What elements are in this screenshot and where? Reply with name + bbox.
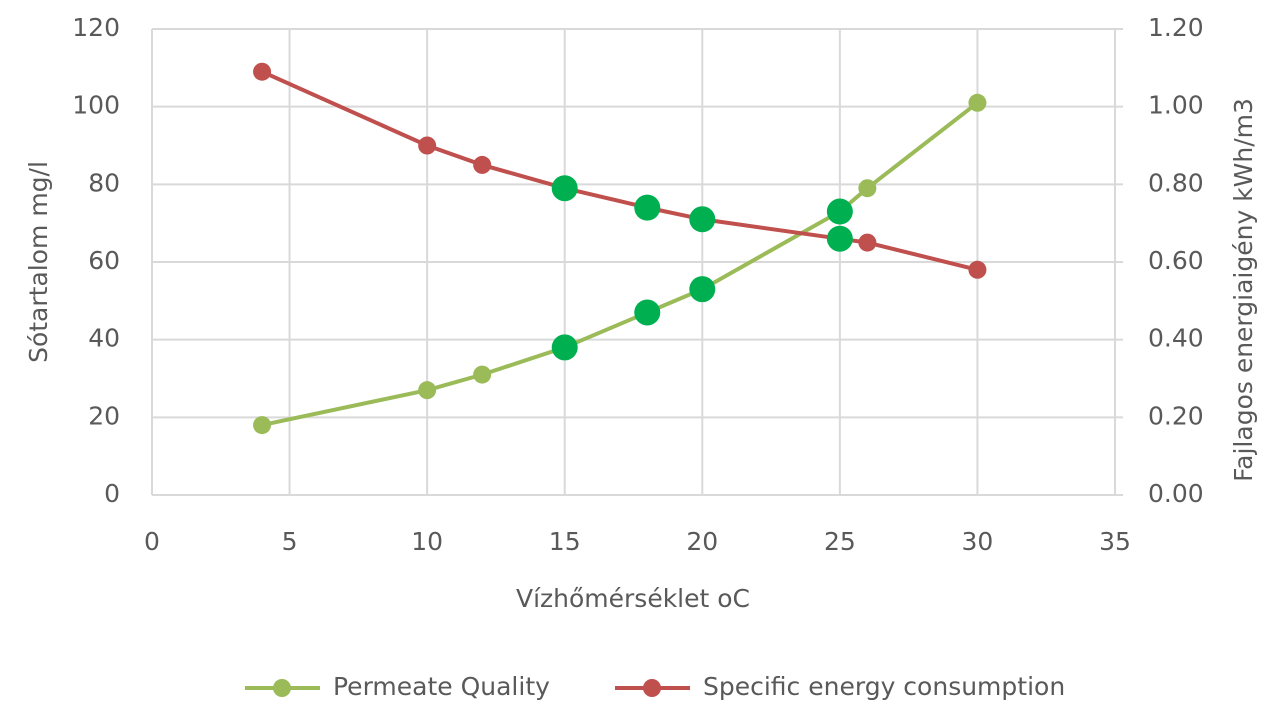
legend-label: Specific energy consumption <box>703 672 1065 701</box>
y2-tick-label: 0.40 <box>1148 324 1204 353</box>
series-line <box>262 103 977 425</box>
highlight-point <box>827 199 853 225</box>
data-point <box>858 179 876 197</box>
data-point <box>418 137 436 155</box>
data-point <box>473 366 491 384</box>
x-tick-label: 25 <box>824 527 856 556</box>
y2-tick-label: 0.80 <box>1148 168 1204 197</box>
data-point <box>253 63 271 81</box>
legend-marker <box>273 679 291 697</box>
highlight-point <box>552 334 578 360</box>
data-point <box>253 416 271 434</box>
data-point <box>418 381 436 399</box>
highlight-point <box>552 175 578 201</box>
data-point <box>968 94 986 112</box>
y2-tick-label: 0.20 <box>1148 401 1204 430</box>
x-tick-label: 5 <box>282 527 298 556</box>
y2-tick-label: 1.20 <box>1148 13 1204 42</box>
highlight-point <box>689 276 715 302</box>
x-tick-label: 20 <box>686 527 718 556</box>
y-axis-title: Sótartalom mg/l <box>24 161 53 363</box>
y-tick-label: 120 <box>72 13 120 42</box>
highlight-point <box>634 195 660 221</box>
y2-axis-title: Fajlagos energiaigény kWh/m3 <box>1229 98 1258 482</box>
x-tick-label: 15 <box>549 527 581 556</box>
highlight-point <box>827 226 853 252</box>
y2-tick-label: 1.00 <box>1148 91 1204 120</box>
legend-label: Permeate Quality <box>333 672 550 701</box>
y-tick-label: 80 <box>88 168 120 197</box>
y-tick-label: 60 <box>88 246 120 275</box>
data-point <box>858 234 876 252</box>
x-tick-label: 0 <box>144 527 160 556</box>
x-tick-label: 35 <box>1099 527 1131 556</box>
y-tick-label: 40 <box>88 324 120 353</box>
x-tick-label: 30 <box>962 527 994 556</box>
x-axis-title: Vízhőmérséklet oC <box>516 584 750 613</box>
y2-tick-label: 0.60 <box>1148 246 1204 275</box>
y-tick-label: 100 <box>72 91 120 120</box>
chart: Vízhőmérséklet oC Sótartalom mg/l Fajlag… <box>0 0 1271 707</box>
y-tick-label: 0 <box>104 479 120 508</box>
y-tick-label: 20 <box>88 401 120 430</box>
data-point <box>968 261 986 279</box>
y2-tick-label: 0.00 <box>1148 479 1204 508</box>
data-point <box>473 156 491 174</box>
x-tick-label: 10 <box>411 527 443 556</box>
highlight-point <box>634 299 660 325</box>
legend-marker <box>643 679 661 697</box>
highlight-point <box>689 206 715 232</box>
